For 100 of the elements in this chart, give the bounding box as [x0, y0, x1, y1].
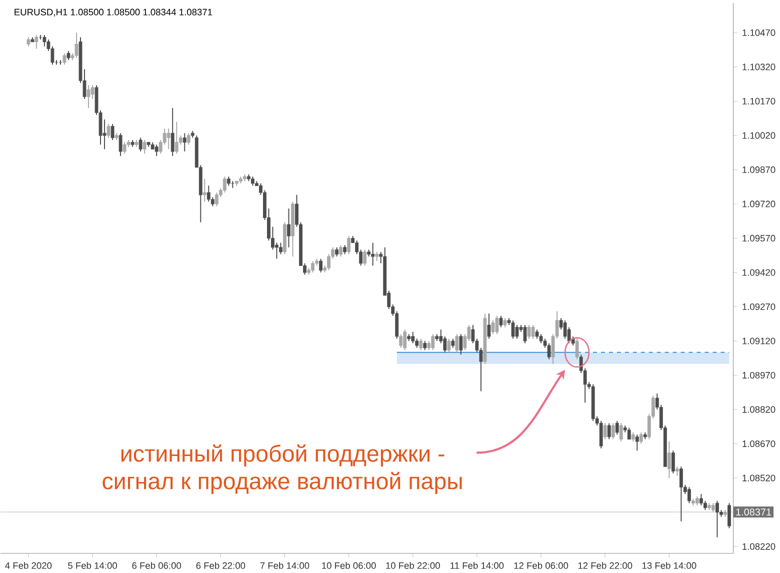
- candlestick: [523, 324, 527, 344]
- candlestick: [206, 185, 210, 202]
- candlestick: [704, 500, 707, 510]
- candlestick: [327, 254, 330, 271]
- candlestick: [611, 422, 615, 440]
- candlestick: [695, 496, 699, 506]
- candlestick: [599, 420, 603, 449]
- candlestick: [671, 450, 675, 474]
- ref-line-label: 1.08371: [736, 508, 772, 516]
- x-tick-label: 12 Feb 06:00: [514, 562, 568, 569]
- candlestick: [86, 84, 90, 108]
- candlestick: [375, 251, 379, 262]
- y-tick-label: 1.10020: [742, 132, 776, 139]
- y-tick-label: 1.09420: [742, 269, 776, 276]
- candlestick: [106, 123, 110, 138]
- candlestick: [214, 192, 218, 207]
- candlestick: [399, 333, 403, 348]
- candlestick: [279, 242, 282, 255]
- x-tick-label: 10 Feb 22:00: [386, 562, 440, 569]
- candlestick: [339, 244, 342, 257]
- x-tick-label: 5 Feb 14:00: [68, 562, 117, 569]
- candlestick: [287, 208, 290, 248]
- candlestick: [26, 36, 30, 47]
- candlestick: [343, 244, 347, 255]
- candlestick: [716, 500, 719, 538]
- candlestick: [455, 333, 459, 353]
- candlestick: [423, 340, 427, 350]
- y-tick-label: 1.09870: [742, 166, 776, 173]
- candlestick: [311, 260, 314, 273]
- candlestick: [110, 123, 114, 140]
- candlestick: [138, 137, 142, 152]
- y-tick-label: 1.08970: [742, 372, 776, 378]
- candlestick: [487, 312, 491, 340]
- candlestick: [679, 466, 683, 522]
- y-tick-label: 1.08670: [742, 440, 776, 447]
- candlestick: [499, 315, 503, 328]
- candlestick: [712, 502, 715, 513]
- candlestick: [431, 333, 435, 350]
- candlestick: [363, 248, 367, 266]
- candlestick: [627, 427, 631, 440]
- candlestick: [250, 176, 254, 186]
- x-tick-label: 12 Feb 22:00: [578, 562, 632, 569]
- y-tick-label: 1.10170: [742, 98, 776, 104]
- y-tick-label: 1.09720: [742, 200, 776, 208]
- candlestick: [427, 340, 431, 350]
- candlestick: [527, 324, 531, 340]
- candlestick: [563, 320, 567, 340]
- candlestick: [226, 176, 230, 186]
- x-tick-label: 10 Feb 06:00: [322, 562, 376, 569]
- candlestick: [335, 246, 338, 257]
- candlestick: [154, 144, 158, 156]
- candlestick: [728, 502, 731, 529]
- candlestick: [447, 338, 451, 353]
- candlestick: [174, 121, 178, 154]
- candlestick: [491, 320, 495, 334]
- y-tick-label: 1.10320: [742, 64, 776, 70]
- candlestick: [631, 432, 635, 442]
- candlestick: [567, 326, 571, 344]
- annotation: истинный пробой поддержки -: [121, 444, 444, 466]
- x-tick-label: 4 Feb 2020: [5, 562, 52, 569]
- x-tick-label: 11 Feb 14:00: [450, 562, 504, 569]
- candlestick: [675, 466, 679, 476]
- y-tick-label: 1.09270: [742, 303, 776, 310]
- candlestick: [575, 338, 579, 360]
- candlestick: [535, 328, 539, 340]
- candlestick: [639, 432, 643, 444]
- candlestick: [667, 440, 671, 478]
- candlestick: [619, 422, 623, 442]
- x-tick-label: 13 Feb 14:00: [642, 562, 696, 569]
- candlestick: [547, 342, 551, 360]
- candlestick: [166, 128, 170, 150]
- candlestick: [170, 107, 174, 156]
- x-tick-label: 6 Feb 22:00: [196, 562, 246, 569]
- y-tick-label: 1.09570: [742, 234, 776, 242]
- candlestick: [603, 422, 607, 440]
- candlestick: [411, 331, 415, 344]
- candlestick: [531, 324, 535, 340]
- candlestick: [275, 242, 278, 260]
- y-tick-label: 1.10470: [742, 29, 776, 36]
- candlestick: [615, 420, 619, 435]
- candlestick: [66, 50, 70, 60]
- candlestick: [74, 32, 78, 58]
- candlestick: [539, 333, 543, 344]
- y-tick-label: 1.08820: [742, 406, 776, 413]
- candlestick: [222, 176, 226, 193]
- candlestick: [182, 132, 186, 152]
- text: EURUSD,H1 1.08500 1.08500 1.08344 1.08371: [14, 8, 212, 16]
- annotation: сигнал к продаже валютной пары: [102, 472, 462, 494]
- candlestick: [635, 434, 639, 451]
- candlestick: [687, 486, 691, 504]
- candlestick: [62, 52, 66, 65]
- candlestick: [515, 324, 519, 340]
- candlestick: [459, 333, 463, 356]
- candlestick: [700, 493, 703, 506]
- candlestick: [451, 338, 455, 348]
- candlestick: [511, 320, 515, 340]
- candlestick: [42, 34, 46, 47]
- candlestick: [202, 178, 206, 202]
- candlestick: [210, 196, 214, 207]
- candlestick: [142, 139, 146, 154]
